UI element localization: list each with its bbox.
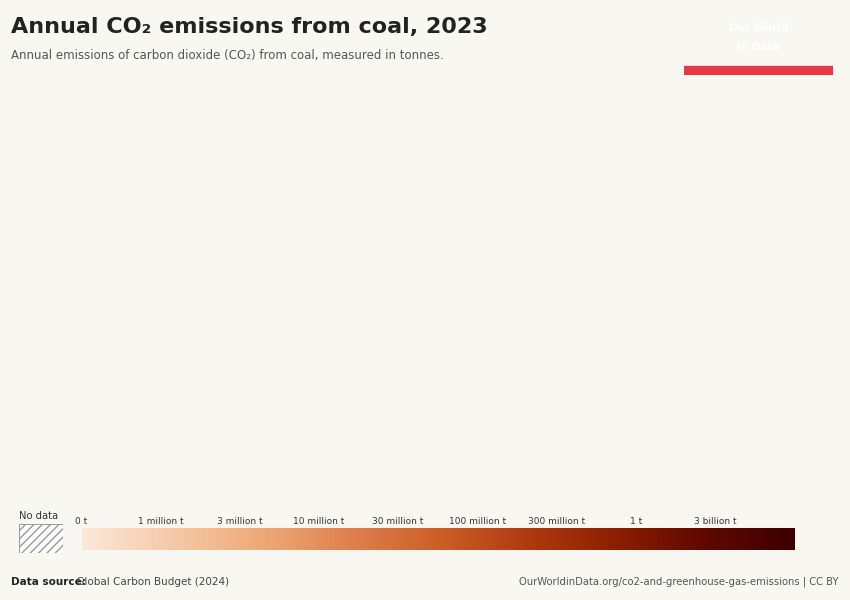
Text: 100 million t: 100 million t — [449, 517, 507, 526]
Text: in Data: in Data — [737, 42, 779, 52]
Text: 3 million t: 3 million t — [217, 517, 263, 526]
Text: 30 million t: 30 million t — [372, 517, 423, 526]
Text: No data: No data — [19, 511, 58, 521]
Text: Annual CO₂ emissions from coal, 2023: Annual CO₂ emissions from coal, 2023 — [11, 17, 488, 37]
Text: Our World: Our World — [728, 23, 788, 33]
Text: Global Carbon Budget (2024): Global Carbon Budget (2024) — [73, 577, 230, 587]
Text: 300 million t: 300 million t — [528, 517, 586, 526]
Text: OurWorldinData.org/co2-and-greenhouse-gas-emissions | CC BY: OurWorldinData.org/co2-and-greenhouse-ga… — [519, 576, 839, 587]
Text: 3 billion t: 3 billion t — [694, 517, 736, 526]
Bar — [684, 66, 833, 75]
Text: 1 million t: 1 million t — [138, 517, 184, 526]
Text: 10 million t: 10 million t — [293, 517, 344, 526]
Text: Data source:: Data source: — [11, 577, 86, 587]
Text: 1 t: 1 t — [630, 517, 642, 526]
Text: 0 t: 0 t — [76, 517, 88, 526]
Text: Annual emissions of carbon dioxide (CO₂) from coal, measured in tonnes.: Annual emissions of carbon dioxide (CO₂)… — [11, 49, 444, 62]
